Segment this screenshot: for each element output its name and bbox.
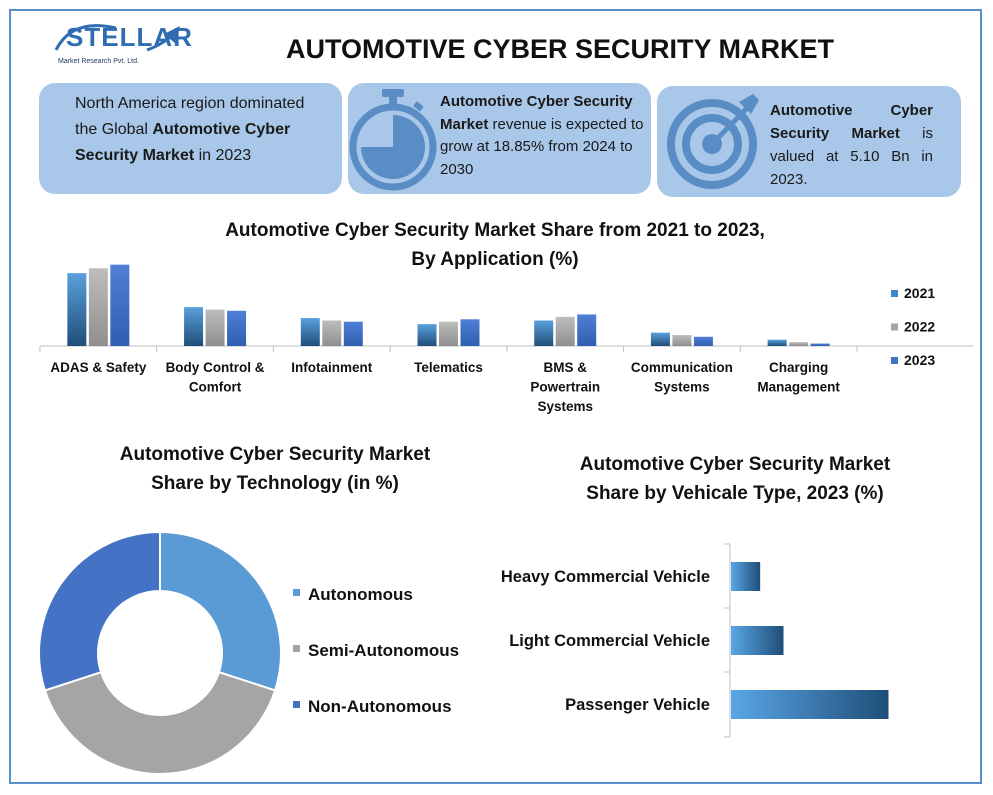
card3-text-b: is valued at 5.10 Bn in 2023. (770, 125, 933, 188)
application-chart-title: Automotive Cyber Security Market Share f… (150, 216, 840, 274)
stopwatch-icon (349, 89, 437, 191)
insight-card-region: North America region dominated the Globa… (39, 83, 342, 194)
logo-swoosh-icon (54, 24, 180, 52)
card2-text: Automotive Cyber Security Market revenue… (440, 91, 645, 181)
vehicle-chart-title: Automotive Cyber Security Market Share b… (530, 450, 940, 508)
application-chart-title-line2: By Application (%) (411, 249, 579, 270)
logo-subtitle: Market Research Pvt. Ltd. (58, 58, 139, 65)
card1-text-c: in 2023 (194, 147, 252, 164)
insight-card-growth: Automotive Cyber Security Market revenue… (348, 83, 651, 194)
card3-text: Automotive Cyber Security Market is valu… (770, 99, 933, 191)
card1-text-b: Automotive Cyber Security Market (75, 121, 291, 164)
card2-text-b: revenue is expected to grow at 18.85% fr… (440, 115, 644, 178)
page-title: AUTOMOTIVE CYBER SECURITY MARKET (285, 34, 835, 64)
company-logo: STELLAR Market Research Pvt. Ltd. (52, 20, 192, 80)
insight-card-value: Automotive Cyber Security Market is valu… (657, 86, 961, 197)
application-chart-title-line1: Automotive Cyber Security Market Share f… (225, 220, 765, 241)
vehicle-chart-title-line1: Automotive Cyber Security Market (579, 454, 891, 475)
target-icon (667, 94, 759, 189)
technology-chart-title-line1: Automotive Cyber Security Market (119, 444, 431, 465)
logo-wordmark: STELLAR (66, 22, 193, 52)
card3-text-a: Automotive Cyber Security Market (770, 102, 933, 142)
technology-chart-title-line2: Share by Technology (in %) (151, 473, 399, 494)
technology-chart-title: Automotive Cyber Security Market Share b… (80, 440, 470, 498)
card2-text-a: Automotive Cyber Security Market (440, 93, 633, 133)
vehicle-chart-title-line2: Share by Vehicale Type, 2023 (%) (586, 483, 884, 504)
card1-text-a: North America region dominated the Globa… (75, 95, 305, 138)
